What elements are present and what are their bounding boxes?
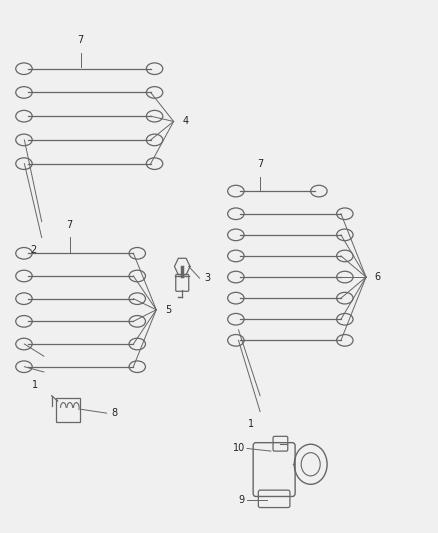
Text: 7: 7 xyxy=(67,220,73,230)
Text: 1: 1 xyxy=(32,380,38,390)
Text: 8: 8 xyxy=(111,408,117,418)
Text: 1: 1 xyxy=(248,419,254,430)
Text: 4: 4 xyxy=(182,116,188,126)
Text: 6: 6 xyxy=(374,272,381,282)
Text: 2: 2 xyxy=(30,245,36,255)
Text: 3: 3 xyxy=(204,273,210,283)
Text: 7: 7 xyxy=(78,35,84,45)
Text: 9: 9 xyxy=(239,495,245,505)
Text: 10: 10 xyxy=(233,443,245,454)
Text: 7: 7 xyxy=(257,159,263,169)
Text: 5: 5 xyxy=(165,305,171,315)
